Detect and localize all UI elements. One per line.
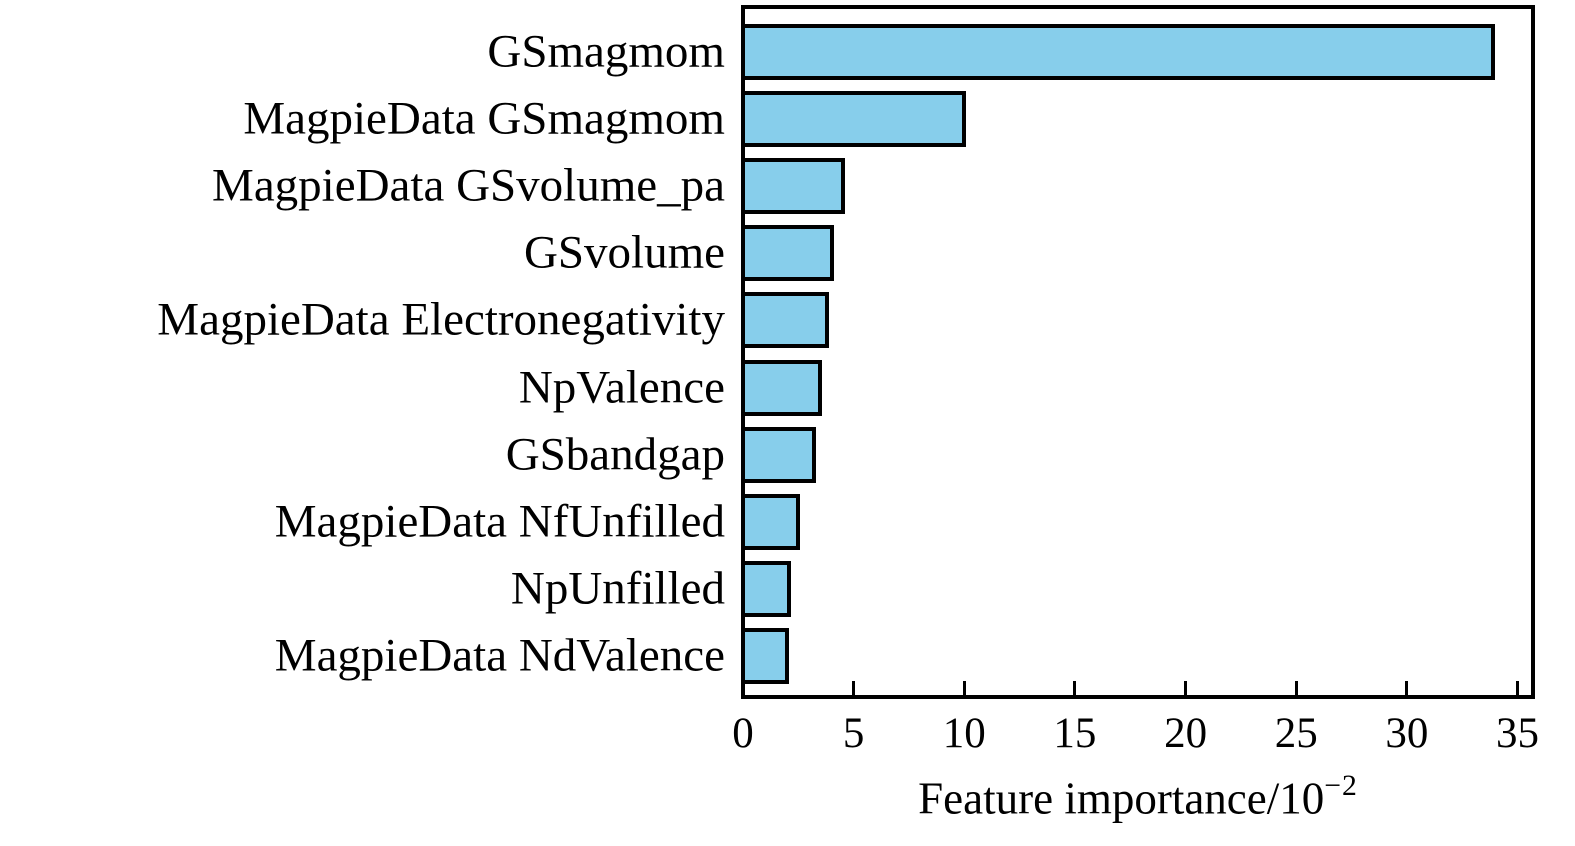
bar-gsmagmom	[741, 23, 1496, 80]
x-tick-label-0: 0	[732, 710, 754, 757]
x-tick-0	[741, 681, 745, 695]
x-tick-label-10: 10	[942, 710, 986, 757]
x-tick-10	[962, 681, 966, 695]
x-tick-label-5: 5	[842, 710, 865, 757]
bar-magpiedata-gsmagmom	[741, 90, 967, 147]
x-tick-20	[1184, 681, 1188, 695]
bar-npvalence	[741, 359, 823, 416]
x-tick-label-20: 20	[1164, 710, 1208, 757]
category-label-magpiedata-ndvalence: MagpieData NdValence	[274, 629, 725, 682]
category-label-magpiedata-gsmagmom: MagpieData GSmagmom	[243, 92, 725, 145]
x-axis-title: Feature importance/10−2	[918, 770, 1358, 824]
x-axis-title-text: Feature importance/10	[918, 773, 1325, 824]
category-label-magpiedata-nfunfilled: MagpieData NfUnfilled	[274, 495, 725, 548]
bar-magpiedata-electronegativity	[741, 292, 830, 349]
bar-magpiedata-gsvolume-pa	[741, 157, 845, 214]
x-tick-label-35: 35	[1496, 710, 1539, 757]
category-label-gsbandgap: GSbandgap	[505, 428, 725, 481]
x-tick-label-30: 30	[1385, 710, 1429, 757]
category-label-gsvolume: GSvolume	[523, 226, 725, 279]
x-tick-25	[1294, 681, 1298, 695]
x-tick-label-25: 25	[1274, 710, 1318, 757]
category-label-gsmagmom: GSmagmom	[487, 25, 725, 77]
bar-magpiedata-nfunfilled	[741, 493, 801, 550]
bar-npunfilled	[741, 561, 792, 618]
category-label-magpiedata-electronegativity: MagpieData Electronegativity	[157, 293, 725, 346]
category-label-npvalence: NpValence	[518, 361, 725, 413]
x-tick-35	[1516, 681, 1519, 695]
x-tick-5	[852, 681, 856, 695]
bar-gsbandgap	[741, 426, 816, 483]
bar-magpiedata-ndvalence	[741, 628, 790, 685]
bar-gsvolume	[741, 225, 834, 282]
x-tick-15	[1073, 681, 1077, 695]
x-tick-label-15: 15	[1053, 710, 1097, 757]
category-label-npunfilled: NpUnfilled	[510, 562, 725, 615]
x-axis-title-exponent: −2	[1324, 770, 1358, 802]
category-label-magpiedata-gsvolume-pa: MagpieData GSvolume_pa	[212, 159, 725, 212]
x-tick-30	[1405, 681, 1409, 695]
